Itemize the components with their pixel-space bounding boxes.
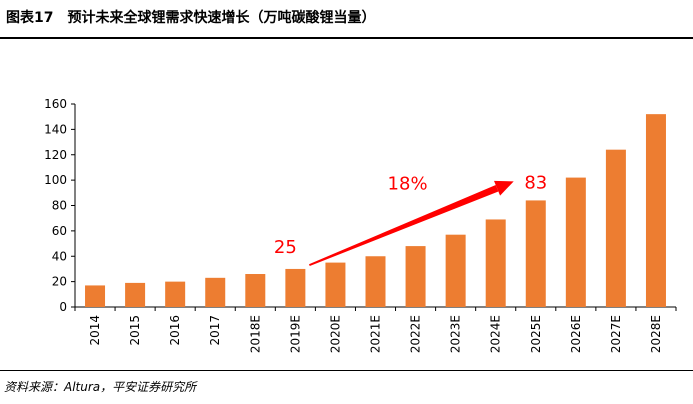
bar [605,149,626,307]
bar [285,268,306,307]
figure-header: 图表17 预计未来全球锂需求快速增长（万吨碳酸锂当量） [0,0,693,40]
x-tick-label: 2020E [328,315,342,353]
figure-number-label: 图表17 [6,10,54,26]
bar [125,282,146,307]
bar [445,234,466,307]
y-tick-label: 40 [52,249,67,263]
y-tick-label: 160 [44,97,67,111]
bar [165,281,186,307]
x-tick-label: 2018E [248,315,262,353]
bar-chart: 0 20 40 60 80 100 120 140 160 2014 2015 2016 2017 201… [44,97,677,353]
footer-rule [0,370,693,371]
trend-arrow-shaft [308,184,499,267]
x-tick-label: 2021E [369,315,383,353]
bar [485,219,506,307]
chart-annotation: 25 [274,237,297,258]
trend-arrow-head [494,180,514,196]
bar [525,200,546,307]
y-tick-label: 0 [59,300,67,314]
x-tick-label: 2025E [529,315,543,353]
x-tick-label: 2027E [609,315,623,353]
y-tick-label: 120 [44,148,67,162]
x-tick-label: 2014 [88,315,102,346]
bar [85,285,106,307]
y-tick-label: 100 [44,173,67,187]
figure-footer: 资料来源：Altura，平安证券研究所 [0,368,693,404]
x-tick-label: 2017 [208,315,222,346]
y-tick-label: 60 [52,224,67,238]
bar [325,262,346,307]
x-tick-label: 2015 [128,315,142,346]
x-tick-label: 2028E [649,315,663,353]
bar [565,177,586,307]
header-rule [0,37,693,39]
bar [365,256,386,307]
bar [205,277,226,307]
x-tick-label: 2024E [489,315,503,353]
figure-title: 预计未来全球锂需求快速增长（万吨碳酸锂当量） [67,10,376,26]
bar [645,114,666,308]
chart-annotation: 83 [524,172,547,193]
y-tick-label: 140 [44,122,67,136]
figure-title-row: 图表17 预计未来全球锂需求快速增长（万吨碳酸锂当量） [6,7,375,27]
x-tick-label: 2019E [288,315,302,353]
x-tick-label: 2026E [569,315,583,353]
bar [405,246,426,307]
y-tick-label: 80 [52,199,67,213]
y-tick-label: 20 [52,275,67,289]
source-note: 资料来源：Altura，平安证券研究所 [4,380,197,394]
x-tick-label: 2022E [409,315,423,353]
chart-annotation: 18% [388,174,428,195]
x-tick-label: 2023E [449,315,463,353]
x-tick-label: 2016 [168,315,182,346]
bar [245,274,266,307]
